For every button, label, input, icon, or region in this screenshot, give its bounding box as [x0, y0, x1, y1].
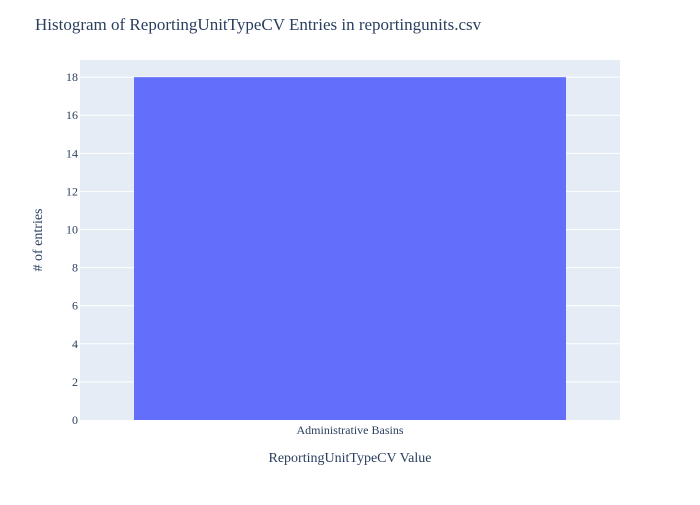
y-tick-label: 10 [66, 223, 78, 237]
x-tick-label: Administrative Basins [297, 423, 404, 437]
y-tick-label: 0 [72, 413, 78, 427]
chart-title: Histogram of ReportingUnitTypeCV Entries… [35, 15, 482, 34]
y-tick-label: 12 [66, 184, 78, 198]
x-axis-ticks: Administrative Basins [297, 423, 404, 437]
y-axis-ticks: 0 2 4 6 8 10 12 14 16 18 [66, 70, 78, 427]
bars [134, 77, 566, 421]
y-axis-title: # of entries [31, 209, 46, 272]
y-tick-label: 18 [66, 70, 78, 84]
y-tick-label: 6 [72, 299, 78, 313]
y-tick-label: 2 [72, 375, 78, 389]
y-tick-label: 16 [66, 108, 78, 122]
x-axis-title: ReportingUnitTypeCV Value [269, 451, 432, 466]
y-tick-label: 4 [72, 337, 78, 351]
y-tick-label: 14 [66, 146, 78, 160]
bar [134, 77, 566, 421]
y-tick-label: 8 [72, 261, 78, 275]
